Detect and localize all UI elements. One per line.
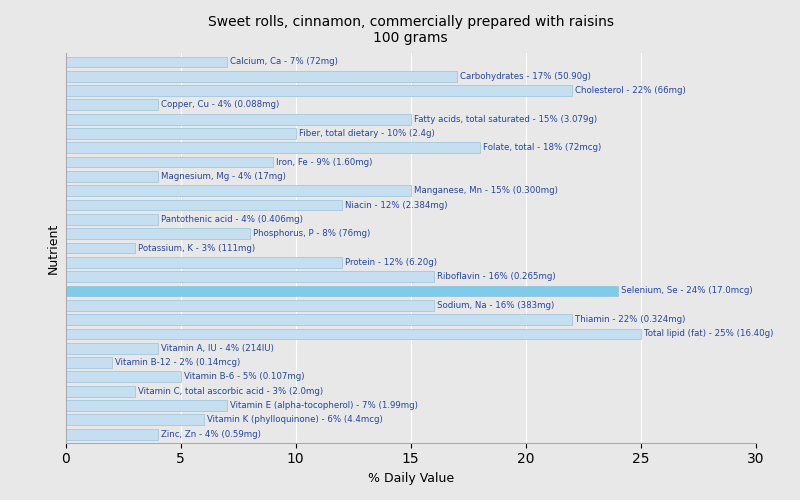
Bar <box>66 429 158 440</box>
Text: Vitamin B-6 - 5% (0.107mg): Vitamin B-6 - 5% (0.107mg) <box>184 372 305 382</box>
Bar <box>66 343 158 353</box>
Text: Protein - 12% (6.20g): Protein - 12% (6.20g) <box>345 258 437 267</box>
Bar <box>66 142 480 153</box>
Text: Manganese, Mn - 15% (0.300mg): Manganese, Mn - 15% (0.300mg) <box>414 186 558 196</box>
Bar <box>66 156 273 168</box>
Bar <box>66 257 342 268</box>
Bar <box>66 286 618 296</box>
Text: Potassium, K - 3% (111mg): Potassium, K - 3% (111mg) <box>138 244 255 252</box>
Bar <box>66 56 226 68</box>
Text: Fiber, total dietary - 10% (2.4g): Fiber, total dietary - 10% (2.4g) <box>299 129 435 138</box>
Bar <box>66 414 204 425</box>
Text: Pantothenic acid - 4% (0.406mg): Pantothenic acid - 4% (0.406mg) <box>161 215 303 224</box>
Bar <box>66 100 158 110</box>
Bar <box>66 300 434 310</box>
Bar <box>66 228 250 239</box>
Bar <box>66 372 181 382</box>
Bar <box>66 85 572 96</box>
Text: Vitamin K (phylloquinone) - 6% (4.4mcg): Vitamin K (phylloquinone) - 6% (4.4mcg) <box>207 416 383 424</box>
Text: Riboflavin - 16% (0.265mg): Riboflavin - 16% (0.265mg) <box>437 272 556 281</box>
Text: Carbohydrates - 17% (50.90g): Carbohydrates - 17% (50.90g) <box>460 72 591 80</box>
Bar <box>66 128 296 139</box>
Bar <box>66 272 434 282</box>
Text: Niacin - 12% (2.384mg): Niacin - 12% (2.384mg) <box>345 200 448 209</box>
Bar <box>66 386 134 396</box>
Bar <box>66 200 342 210</box>
Text: Thiamin - 22% (0.324mg): Thiamin - 22% (0.324mg) <box>575 315 686 324</box>
Bar <box>66 314 572 325</box>
Bar <box>66 171 158 182</box>
Text: Cholesterol - 22% (66mg): Cholesterol - 22% (66mg) <box>575 86 686 95</box>
Text: Calcium, Ca - 7% (72mg): Calcium, Ca - 7% (72mg) <box>230 58 338 66</box>
X-axis label: % Daily Value: % Daily Value <box>368 472 454 485</box>
Text: Selenium, Se - 24% (17.0mcg): Selenium, Se - 24% (17.0mcg) <box>622 286 753 296</box>
Y-axis label: Nutrient: Nutrient <box>47 222 60 274</box>
Text: Vitamin E (alpha-tocopherol) - 7% (1.99mg): Vitamin E (alpha-tocopherol) - 7% (1.99m… <box>230 401 418 410</box>
Title: Sweet rolls, cinnamon, commercially prepared with raisins
100 grams: Sweet rolls, cinnamon, commercially prep… <box>208 15 614 45</box>
Text: Phosphorus, P - 8% (76mg): Phosphorus, P - 8% (76mg) <box>253 229 370 238</box>
Text: Vitamin A, IU - 4% (214IU): Vitamin A, IU - 4% (214IU) <box>161 344 274 352</box>
Text: Copper, Cu - 4% (0.088mg): Copper, Cu - 4% (0.088mg) <box>161 100 279 110</box>
Text: Magnesium, Mg - 4% (17mg): Magnesium, Mg - 4% (17mg) <box>161 172 286 181</box>
Bar <box>66 357 111 368</box>
Text: Total lipid (fat) - 25% (16.40g): Total lipid (fat) - 25% (16.40g) <box>644 330 774 338</box>
Bar <box>66 214 158 225</box>
Text: Fatty acids, total saturated - 15% (3.079g): Fatty acids, total saturated - 15% (3.07… <box>414 114 598 124</box>
Bar <box>66 114 410 124</box>
Text: Vitamin B-12 - 2% (0.14mcg): Vitamin B-12 - 2% (0.14mcg) <box>115 358 240 367</box>
Text: Sodium, Na - 16% (383mg): Sodium, Na - 16% (383mg) <box>437 301 554 310</box>
Bar <box>66 328 641 340</box>
Text: Iron, Fe - 9% (1.60mg): Iron, Fe - 9% (1.60mg) <box>276 158 373 166</box>
Text: Vitamin C, total ascorbic acid - 3% (2.0mg): Vitamin C, total ascorbic acid - 3% (2.0… <box>138 386 323 396</box>
Bar <box>66 71 457 82</box>
Bar <box>66 400 226 411</box>
Bar <box>66 186 410 196</box>
Text: Folate, total - 18% (72mcg): Folate, total - 18% (72mcg) <box>483 144 602 152</box>
Bar <box>66 242 134 254</box>
Text: Zinc, Zn - 4% (0.59mg): Zinc, Zn - 4% (0.59mg) <box>161 430 261 438</box>
